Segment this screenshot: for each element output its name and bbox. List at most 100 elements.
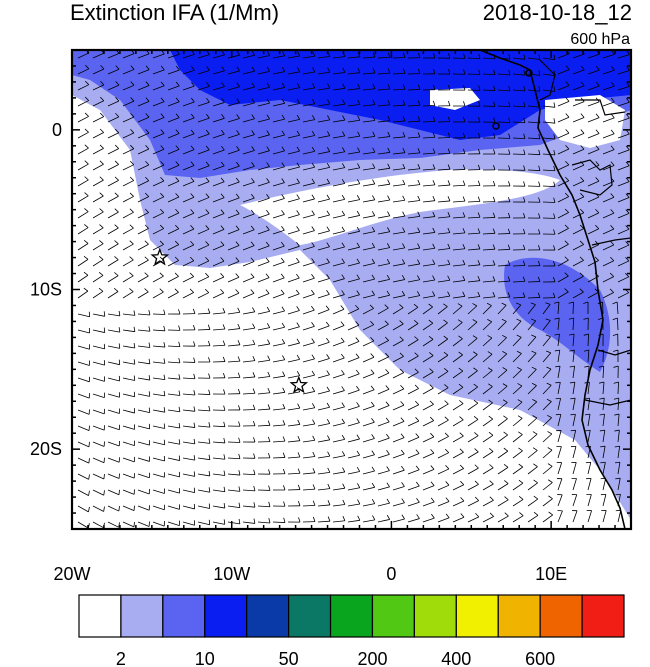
wind-barb-feather <box>298 517 301 523</box>
wind-barb <box>317 439 330 443</box>
wind-barb-feather <box>432 291 436 297</box>
wind-barb <box>197 329 211 331</box>
wind-barb-feather <box>357 52 361 57</box>
wind-barb <box>602 414 605 427</box>
wind-barb <box>407 152 420 155</box>
wind-barb-feather <box>523 101 526 107</box>
wind-barb-feather <box>311 162 316 168</box>
wind-barb-feather <box>296 306 300 311</box>
wind-barb <box>77 227 89 235</box>
wind-barb <box>347 422 360 427</box>
wind-barb <box>332 278 345 283</box>
wind-barb-feather <box>298 500 301 506</box>
wind-barb <box>422 216 435 219</box>
wind-barb <box>377 437 390 443</box>
wind-barb <box>347 373 360 379</box>
wind-barb <box>422 152 435 155</box>
wind-barb-feather <box>160 192 165 198</box>
wind-barb <box>527 466 538 475</box>
x-tick-label: 0 <box>386 564 396 584</box>
wind-barb-feather <box>508 133 511 139</box>
wind-barb <box>617 414 620 427</box>
wind-barb-feather <box>522 292 526 298</box>
wind-barb <box>407 104 421 107</box>
wind-barb-feather <box>564 192 570 197</box>
wind-barb <box>272 375 285 379</box>
wind-barb-feather <box>610 113 615 119</box>
wind-barb-feather <box>88 474 90 480</box>
wind-barb <box>557 398 561 411</box>
wind-barb-feather <box>443 351 449 356</box>
wind-barb <box>332 87 345 91</box>
wind-barb <box>152 489 165 494</box>
wind-barb <box>362 120 375 123</box>
wind-barb <box>317 504 330 507</box>
wind-barb-feather <box>221 50 225 56</box>
wind-barb-feather <box>503 415 508 420</box>
wind-barb-feather <box>615 477 621 480</box>
wind-barb <box>242 277 255 283</box>
wind-barb-feather <box>235 273 240 278</box>
wind-barb <box>362 151 375 155</box>
wind-barb <box>107 132 119 139</box>
wind-barb-feather <box>297 452 301 458</box>
wind-barb-feather <box>531 382 537 386</box>
wind-barb <box>362 503 375 507</box>
wind-barb-feather <box>236 98 240 103</box>
wind-barb <box>227 441 241 443</box>
wind-barb-feather <box>402 116 406 122</box>
wind-barb <box>512 450 523 459</box>
wind-barb-feather <box>611 81 615 87</box>
wind-barb <box>542 336 551 347</box>
wind-barb-feather <box>130 65 135 70</box>
wind-barb <box>167 180 180 187</box>
wind-barb <box>512 121 526 124</box>
wind-barb <box>257 55 270 59</box>
wind-barb <box>422 501 435 507</box>
wind-barb-feather <box>129 208 134 213</box>
wind-barb <box>107 425 120 431</box>
wind-barb-feather <box>311 354 315 360</box>
wind-barb-feather <box>175 97 180 103</box>
wind-barb-feather <box>252 355 256 361</box>
wind-barb <box>512 57 525 60</box>
wind-barb-feather <box>474 480 479 485</box>
wind-barb-feather <box>326 274 330 279</box>
wind-barb <box>617 398 620 411</box>
wind-barb-feather <box>386 243 391 248</box>
wind-barb-feather <box>473 367 478 372</box>
wind-barb-feather <box>460 513 465 518</box>
wind-barb-feather <box>296 114 301 120</box>
wind-barb-feather <box>492 228 496 234</box>
wind-barb-feather <box>554 349 560 352</box>
wind-barb-feather <box>611 66 615 71</box>
wind-barb-feather <box>251 146 255 151</box>
wind-barb <box>482 89 496 91</box>
wind-barb <box>167 473 180 478</box>
wind-barb-feather <box>565 113 570 118</box>
wind-barb <box>497 434 508 443</box>
wind-barb-feather <box>175 129 180 134</box>
wind-barb-feather <box>84 160 89 165</box>
wind-barb <box>542 137 555 140</box>
wind-barb-feather <box>447 243 451 249</box>
wind-barb-feather <box>236 66 240 72</box>
wind-barb <box>287 245 300 251</box>
wind-barb-feather <box>625 209 630 214</box>
wind-barb-feather <box>565 65 570 70</box>
wind-barb <box>77 116 89 123</box>
wind-barb-feather <box>223 454 226 460</box>
wind-barb <box>437 232 450 235</box>
wind-barb-feather <box>385 369 390 374</box>
wind-barb-feather <box>341 226 345 232</box>
wind-barb-feather <box>296 322 300 328</box>
wind-barb-feather <box>297 387 301 393</box>
wind-barb-feather <box>493 101 496 107</box>
wind-barb <box>482 386 493 395</box>
wind-barb-feather <box>545 334 551 338</box>
wind-barb <box>122 473 135 479</box>
wind-barb-feather <box>145 97 150 102</box>
wind-barb <box>122 259 134 267</box>
wind-barb-feather <box>546 366 552 370</box>
wind-barb <box>617 212 630 219</box>
